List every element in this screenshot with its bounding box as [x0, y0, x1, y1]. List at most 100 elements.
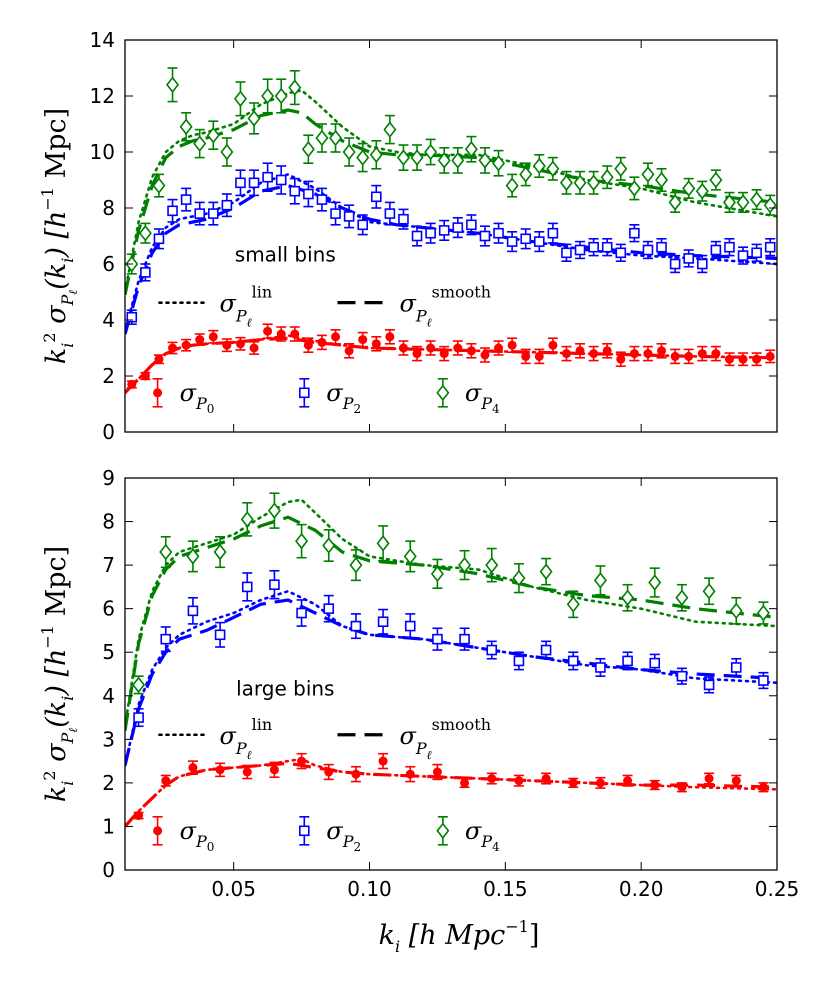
data-point	[167, 205, 178, 217]
data-point	[159, 543, 173, 561]
data-point	[303, 340, 313, 350]
data-point	[479, 230, 491, 242]
data-point	[566, 596, 580, 613]
data-point	[758, 782, 768, 792]
data-point	[532, 157, 546, 175]
data-point	[242, 767, 252, 777]
data-point	[133, 712, 144, 723]
data-point	[642, 244, 654, 256]
data-point	[152, 177, 166, 194]
data-point	[595, 778, 605, 788]
data-point	[677, 782, 687, 792]
model-lin-curve-2	[125, 498, 777, 728]
data-point	[676, 670, 688, 682]
data-point	[546, 160, 560, 178]
plot-area-bottom	[125, 492, 777, 828]
y-tick-label: 6	[102, 597, 115, 621]
data-point	[247, 110, 261, 127]
data-point	[322, 537, 336, 554]
model-smooth-curve-1	[125, 183, 777, 335]
data-point	[188, 763, 198, 773]
data-point	[574, 244, 586, 256]
model-smooth-curve-1	[125, 598, 777, 766]
data-point	[274, 87, 288, 105]
series-square	[133, 569, 769, 728]
data-point	[208, 332, 218, 342]
axes-frame	[124, 39, 778, 433]
data-point	[140, 371, 150, 381]
data-point	[648, 574, 662, 591]
data-point	[168, 343, 178, 353]
data-point	[214, 629, 226, 641]
data-point	[737, 250, 749, 261]
data-point	[711, 349, 721, 359]
y-tick-label: 4	[102, 684, 115, 708]
data-point	[411, 230, 423, 242]
data-point	[343, 211, 355, 222]
data-point	[213, 543, 227, 561]
y-tick-label: 8	[102, 196, 115, 220]
data-point	[425, 227, 436, 239]
data-point	[161, 776, 171, 786]
y-axis-label: ki2 σPℓ(ki) [h−1 Mpc]	[38, 108, 80, 364]
data-point	[295, 532, 309, 550]
data-point	[601, 241, 613, 253]
data-point	[290, 329, 300, 339]
data-point	[410, 149, 424, 166]
data-point	[432, 633, 443, 645]
data-point	[134, 811, 144, 821]
legend-lin-label: σPℓlin	[219, 715, 272, 762]
data-point	[398, 213, 409, 225]
data-point	[547, 227, 559, 239]
series-diamond	[132, 492, 770, 695]
y-tick-label: 7	[102, 553, 115, 577]
data-point	[492, 154, 506, 172]
data-point	[377, 616, 389, 628]
data-point	[765, 351, 775, 361]
data-point	[534, 351, 544, 361]
data-point	[269, 579, 280, 591]
data-point	[329, 129, 343, 147]
data-point	[541, 774, 551, 784]
data-point	[275, 174, 287, 186]
model-smooth-curve-2	[125, 108, 777, 296]
data-point	[593, 572, 607, 589]
data-point	[181, 340, 191, 350]
data-point	[657, 346, 667, 356]
data-point	[758, 675, 769, 686]
data-point	[222, 340, 232, 350]
legend-series-label: σP2	[326, 817, 361, 854]
data-point	[507, 340, 517, 350]
data-point	[160, 633, 172, 645]
legend-marker	[436, 384, 450, 402]
series-legend: σP0 σP2 σP4	[152, 377, 500, 416]
legend-series-label: σP0	[180, 379, 215, 416]
data-point	[369, 146, 383, 164]
data-point	[349, 556, 363, 574]
data-point	[451, 152, 465, 169]
data-point	[288, 79, 302, 96]
data-point	[494, 343, 504, 353]
data-point	[324, 767, 334, 777]
data-point	[616, 354, 626, 364]
data-point	[233, 90, 247, 108]
panel-annotation: small bins	[235, 242, 336, 266]
data-point	[561, 349, 571, 359]
data-point	[675, 589, 689, 607]
y-tick-label: 1	[102, 814, 115, 838]
data-point	[573, 174, 587, 192]
data-point	[138, 224, 152, 242]
data-point	[623, 776, 633, 786]
data-point	[600, 168, 614, 186]
data-point	[520, 233, 532, 245]
data-point	[731, 776, 741, 786]
y-tick-label: 0	[102, 858, 115, 882]
data-point	[730, 662, 742, 673]
y-tick-label: 2	[102, 364, 115, 388]
data-point	[179, 118, 193, 136]
data-point	[629, 349, 639, 359]
model-smooth-curve-2	[125, 515, 777, 731]
data-point	[289, 185, 301, 197]
data-point	[703, 679, 715, 691]
